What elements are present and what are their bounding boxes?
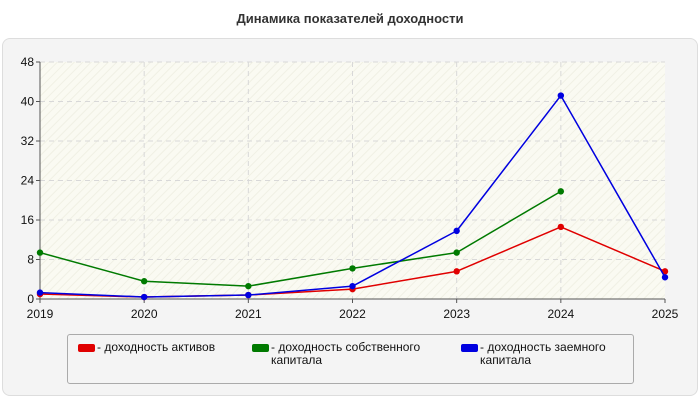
- x-tick-label: 2021: [235, 307, 262, 321]
- data-point: [36, 249, 44, 256]
- legend-label-assets: - доходность активов: [97, 340, 216, 354]
- data-point: [36, 289, 44, 296]
- legend-label-equity: - доходность собственного капитала: [271, 340, 421, 367]
- series-line-2: [39, 190, 562, 287]
- data-point: [557, 223, 565, 231]
- x-tick-label: 2020: [131, 307, 158, 321]
- y-tick-label: 40: [21, 95, 35, 109]
- legend-item-equity: - доходность собственного капитала: [252, 341, 420, 367]
- data-point: [140, 293, 148, 301]
- data-point: [349, 265, 356, 272]
- data-point: [453, 249, 460, 256]
- y-tick-label: 24: [21, 174, 35, 188]
- legend-label-debt: - доходность заемного капитала: [480, 340, 606, 367]
- x-tick-label: 2019: [27, 307, 54, 321]
- data-point: [557, 188, 565, 195]
- legend-swatch-assets: [78, 344, 95, 352]
- y-tick-label: 16: [21, 213, 35, 227]
- legend-swatch-equity: [252, 344, 269, 352]
- data-point: [245, 291, 252, 299]
- y-tick-label: 32: [21, 134, 35, 148]
- x-tick-label: 2022: [339, 307, 366, 321]
- x-tick-label: 2023: [443, 307, 470, 321]
- x-tick-label: 2024: [547, 307, 574, 321]
- data-point: [349, 282, 356, 290]
- y-tick-label: 8: [27, 253, 34, 267]
- y-tick-label: 0: [27, 292, 34, 306]
- legend-item-assets: - доходность активов: [78, 341, 215, 354]
- x-tick-label: 2025: [652, 307, 679, 321]
- y-tick-label: 48: [21, 55, 35, 69]
- chart-title: Динамика показателей доходности: [236, 11, 464, 26]
- data-point: [453, 268, 460, 275]
- data-point: [140, 278, 148, 285]
- legend-swatch-debt: [461, 344, 478, 352]
- data-point: [661, 268, 669, 275]
- legend-item-debt: - доходность заемного капитала: [461, 341, 606, 367]
- data-point: [557, 92, 565, 99]
- legend: - доходность активов - доходность собств…: [67, 334, 634, 384]
- data-point: [245, 282, 252, 290]
- data-point: [661, 274, 669, 281]
- data-point: [453, 227, 460, 235]
